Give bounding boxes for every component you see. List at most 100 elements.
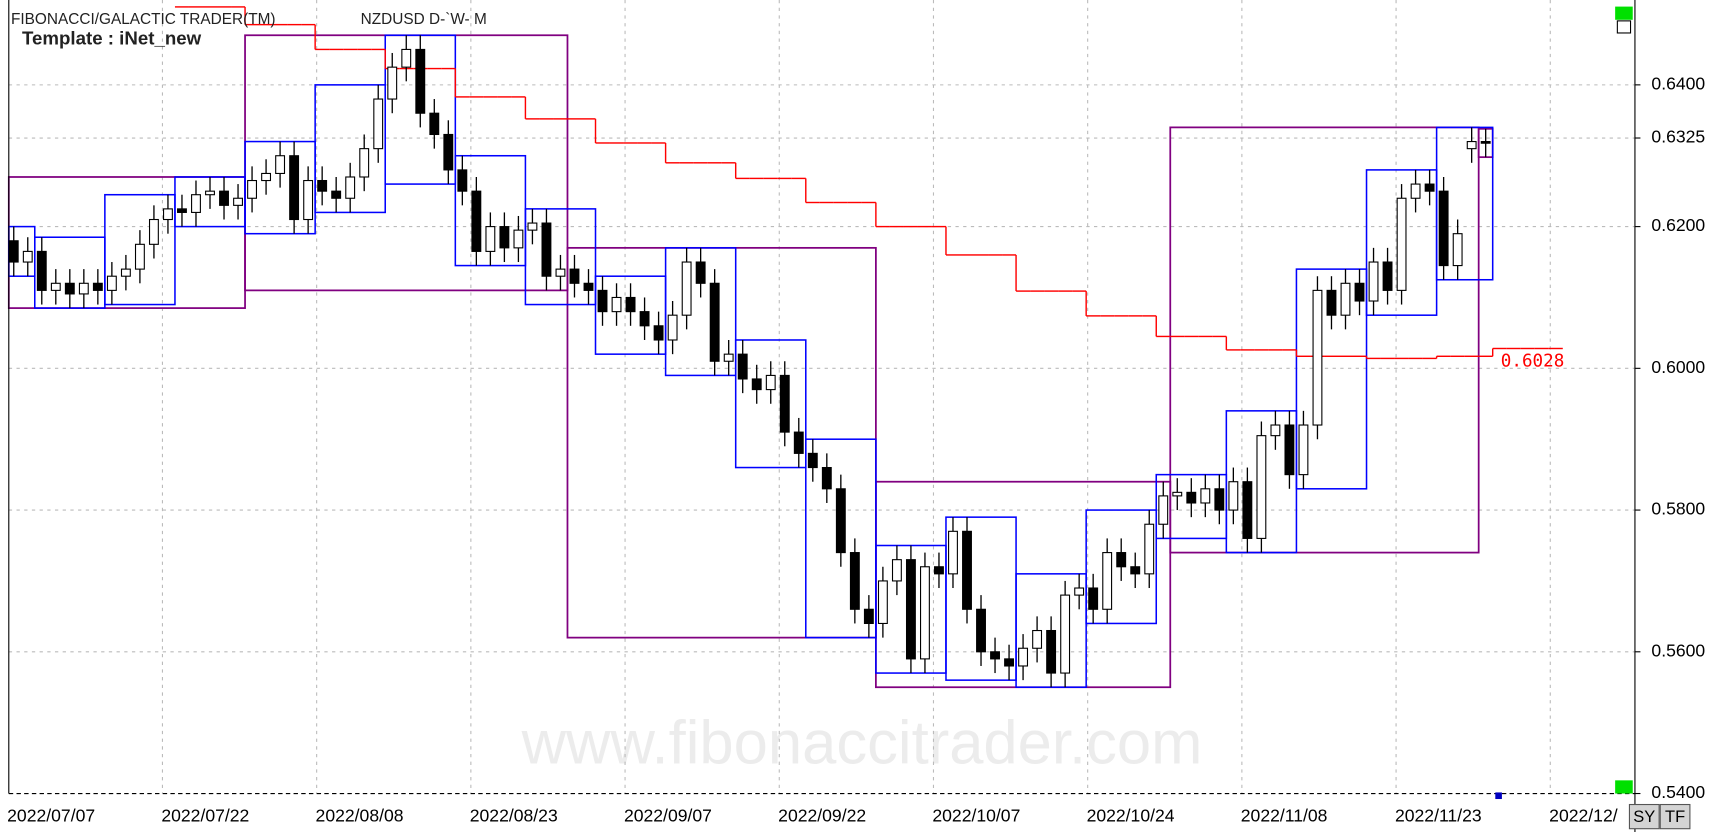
monthly-box (1169, 126, 1480, 554)
weekly-box (1435, 126, 1494, 281)
status-box (1615, 6, 1633, 20)
candle-body (779, 374, 790, 433)
candle-body (1046, 629, 1057, 674)
candle-body (1368, 261, 1379, 302)
candle-body (1200, 488, 1211, 504)
candle-body (863, 608, 874, 625)
candle-body (1284, 424, 1295, 476)
candle-body (639, 311, 650, 327)
x-tick-label: 2022/08/08 (316, 805, 404, 825)
candle-body (345, 176, 356, 199)
candle-body (1172, 491, 1183, 497)
candle-body (275, 155, 286, 174)
candle-body (723, 353, 734, 362)
candle-body (387, 66, 398, 100)
candle-body (1004, 658, 1015, 667)
scroll-marker (1495, 792, 1502, 800)
candle-body (1424, 183, 1435, 192)
candle-body (1214, 488, 1225, 511)
candle-body (1452, 233, 1463, 267)
candle-body (569, 268, 580, 284)
candle-body (162, 208, 173, 221)
candle-body (1410, 183, 1421, 199)
candle-body (1228, 481, 1239, 511)
candle-body (106, 275, 117, 291)
candle-body (1326, 289, 1337, 316)
tf-button[interactable] (1659, 803, 1691, 830)
x-tick-label: 2022/11/23 (1395, 805, 1482, 825)
weekly-box (1295, 268, 1368, 490)
candle-body (1298, 424, 1309, 476)
candle-body (233, 197, 243, 206)
candle-body (541, 222, 552, 277)
candle-body (976, 608, 986, 653)
candle-body (653, 325, 664, 341)
window-button[interactable] (1616, 20, 1632, 34)
candle-body (429, 112, 440, 136)
candle-body (555, 268, 566, 277)
step-line-label: 0.6028 (1501, 352, 1565, 372)
candle-body (1256, 435, 1267, 539)
candle-body (1354, 282, 1365, 302)
candle-body (1144, 523, 1155, 575)
candle-body (359, 148, 370, 178)
candle-body (962, 530, 972, 610)
candle-body (8, 240, 19, 263)
candle-body (443, 133, 454, 171)
candle-body (50, 282, 61, 291)
candle-body (667, 314, 678, 341)
candle-body (849, 552, 860, 610)
candle-body (793, 431, 804, 454)
candle-body (92, 282, 103, 291)
candle-body (78, 282, 89, 295)
sy-button[interactable] (1628, 803, 1660, 830)
candle-body (1060, 594, 1071, 674)
candle-body (499, 226, 510, 249)
candle-body (695, 261, 706, 284)
candle-body (1018, 647, 1029, 667)
candle-body (934, 566, 944, 575)
candle-body (457, 169, 468, 192)
candle-body (471, 190, 482, 252)
candle-body (1438, 190, 1449, 267)
candle-body (373, 98, 384, 150)
tf-button-label[interactable]: TF (1665, 808, 1685, 826)
weekly-box (104, 193, 176, 306)
x-tick-label: 2022/07/22 (161, 805, 249, 825)
candle-body (948, 530, 958, 575)
weekly-box (1085, 509, 1158, 625)
candle-body (191, 194, 201, 213)
candle-body (485, 226, 496, 252)
candle-body (1032, 629, 1043, 649)
candle-body (765, 374, 776, 391)
x-tick-label: 2022/10/07 (932, 805, 1020, 825)
candle-body (401, 48, 412, 68)
candle-body (611, 296, 622, 313)
x-tick-label: 2022/10/24 (1087, 805, 1175, 825)
candle-body (317, 179, 328, 192)
sy-button-label[interactable]: SY (1633, 808, 1655, 826)
candle-body (835, 488, 846, 554)
candle-body (1242, 481, 1253, 539)
candle-body (1088, 587, 1099, 610)
y-tick-label: 0.6000 (1651, 357, 1705, 377)
candle-body (821, 466, 832, 490)
candle-body (331, 190, 342, 199)
x-tick-label: 2022/07/07 (7, 805, 95, 825)
candle-body (1186, 491, 1197, 504)
candle-body (1382, 261, 1393, 291)
candle-body (527, 222, 538, 231)
candle-body (64, 282, 75, 295)
candle-body (1340, 282, 1351, 316)
candle-body (289, 155, 300, 221)
candle-body (148, 218, 159, 245)
candle-body (120, 268, 131, 277)
candle-body (303, 179, 314, 221)
candle-body (1270, 424, 1281, 437)
candle-body (1312, 289, 1323, 426)
candle-body (1130, 566, 1141, 575)
y-tick-label: 0.6325 (1651, 127, 1705, 147)
candle-body (1466, 141, 1477, 150)
